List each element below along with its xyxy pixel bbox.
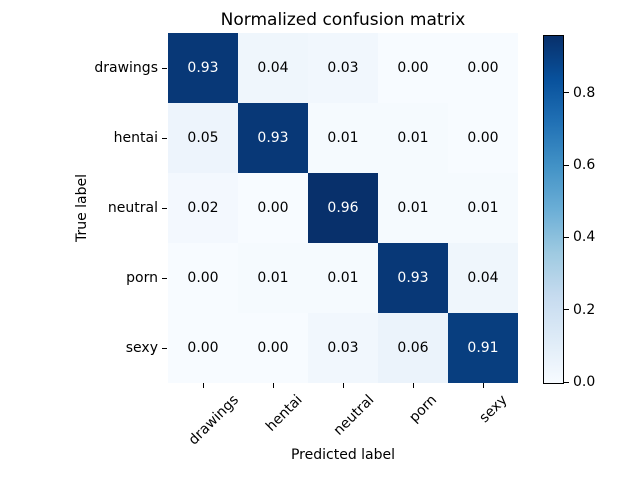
matrix-cell-porn-hentai: 0.01 [238, 243, 308, 313]
colorbar-tick-label-0.6: 0.6 [573, 157, 596, 174]
colorbar-tick-mark [564, 92, 569, 94]
matrix-cell-hentai-drawings: 0.05 [168, 103, 238, 173]
colorbar-tick-label-0.8: 0.8 [573, 84, 596, 101]
x-tick-label-drawings: drawings [185, 392, 242, 449]
colorbar-tick-label-0.2: 0.2 [573, 301, 596, 318]
y-tick-label-hentai: hentai [113, 130, 158, 146]
matrix-cell-porn-sexy: 0.04 [448, 243, 518, 313]
x-tick-label-hentai: hentai [262, 392, 306, 435]
x-axis-label: Predicted label [290, 447, 396, 463]
matrix-cell-porn-drawings: 0.00 [168, 243, 238, 313]
colorbar-tick-mark [564, 381, 569, 383]
matrix-cell-sexy-neutral: 0.03 [308, 313, 378, 383]
y-tick-mark [162, 207, 167, 209]
y-tick-mark [162, 277, 167, 279]
y-tick-label-neutral: neutral [107, 200, 158, 216]
colorbar-tick-mark [564, 236, 569, 238]
x-tick-mark [342, 383, 344, 388]
chart-title: Normalized confusion matrix [220, 10, 466, 30]
x-tick-mark [482, 383, 484, 388]
matrix-cell-sexy-hentai: 0.00 [238, 313, 308, 383]
matrix-cell-drawings-drawings: 0.93 [168, 33, 238, 103]
matrix-cell-drawings-sexy: 0.00 [448, 33, 518, 103]
matrix-cell-sexy-sexy: 0.91 [448, 313, 518, 383]
x-tick-mark [202, 383, 204, 388]
matrix-cell-neutral-drawings: 0.02 [168, 173, 238, 243]
y-tick-mark [162, 67, 167, 69]
matrix-cell-sexy-porn: 0.06 [378, 313, 448, 383]
matrix-cell-hentai-porn: 0.01 [378, 103, 448, 173]
x-tick-mark [272, 383, 274, 388]
heatmap-grid: 0.93 0.04 0.03 0.00 0.00 0.05 0.93 0.01 0.01 0.00… [168, 33, 518, 383]
matrix-cell-neutral-sexy: 0.01 [448, 173, 518, 243]
matrix-cell-hentai-neutral: 0.01 [308, 103, 378, 173]
y-tick-label-drawings: drawings [94, 60, 158, 76]
y-tick-mark [162, 347, 167, 349]
colorbar-tick-label-0.4: 0.4 [573, 229, 596, 246]
matrix-cell-porn-neutral: 0.01 [308, 243, 378, 313]
matrix-cell-neutral-neutral: 0.96 [308, 173, 378, 243]
x-tick-mark [412, 383, 414, 388]
x-tick-label-neutral: neutral [330, 392, 378, 439]
y-tick-label-sexy: sexy [125, 340, 158, 356]
y-tick-label-porn: porn [126, 270, 158, 286]
x-tick-label-porn: porn [406, 392, 441, 426]
colorbar-tick-mark [564, 309, 569, 311]
matrix-cell-drawings-neutral: 0.03 [308, 33, 378, 103]
matrix-cell-drawings-porn: 0.00 [378, 33, 448, 103]
colorbar-tick-mark [564, 164, 569, 166]
x-tick-label-sexy: sexy [476, 392, 511, 427]
y-tick-mark [162, 137, 167, 139]
matrix-cell-neutral-hentai: 0.00 [238, 173, 308, 243]
matrix-cell-hentai-hentai: 0.93 [238, 103, 308, 173]
matrix-cell-porn-porn: 0.93 [378, 243, 448, 313]
colorbar-gradient [543, 35, 564, 384]
matrix-cell-neutral-porn: 0.01 [378, 173, 448, 243]
colorbar-tick-label-0.0: 0.0 [573, 374, 596, 390]
matrix-cell-sexy-drawings: 0.00 [168, 313, 238, 383]
matrix-cell-drawings-hentai: 0.04 [238, 33, 308, 103]
matrix-cell-hentai-sexy: 0.00 [448, 103, 518, 173]
